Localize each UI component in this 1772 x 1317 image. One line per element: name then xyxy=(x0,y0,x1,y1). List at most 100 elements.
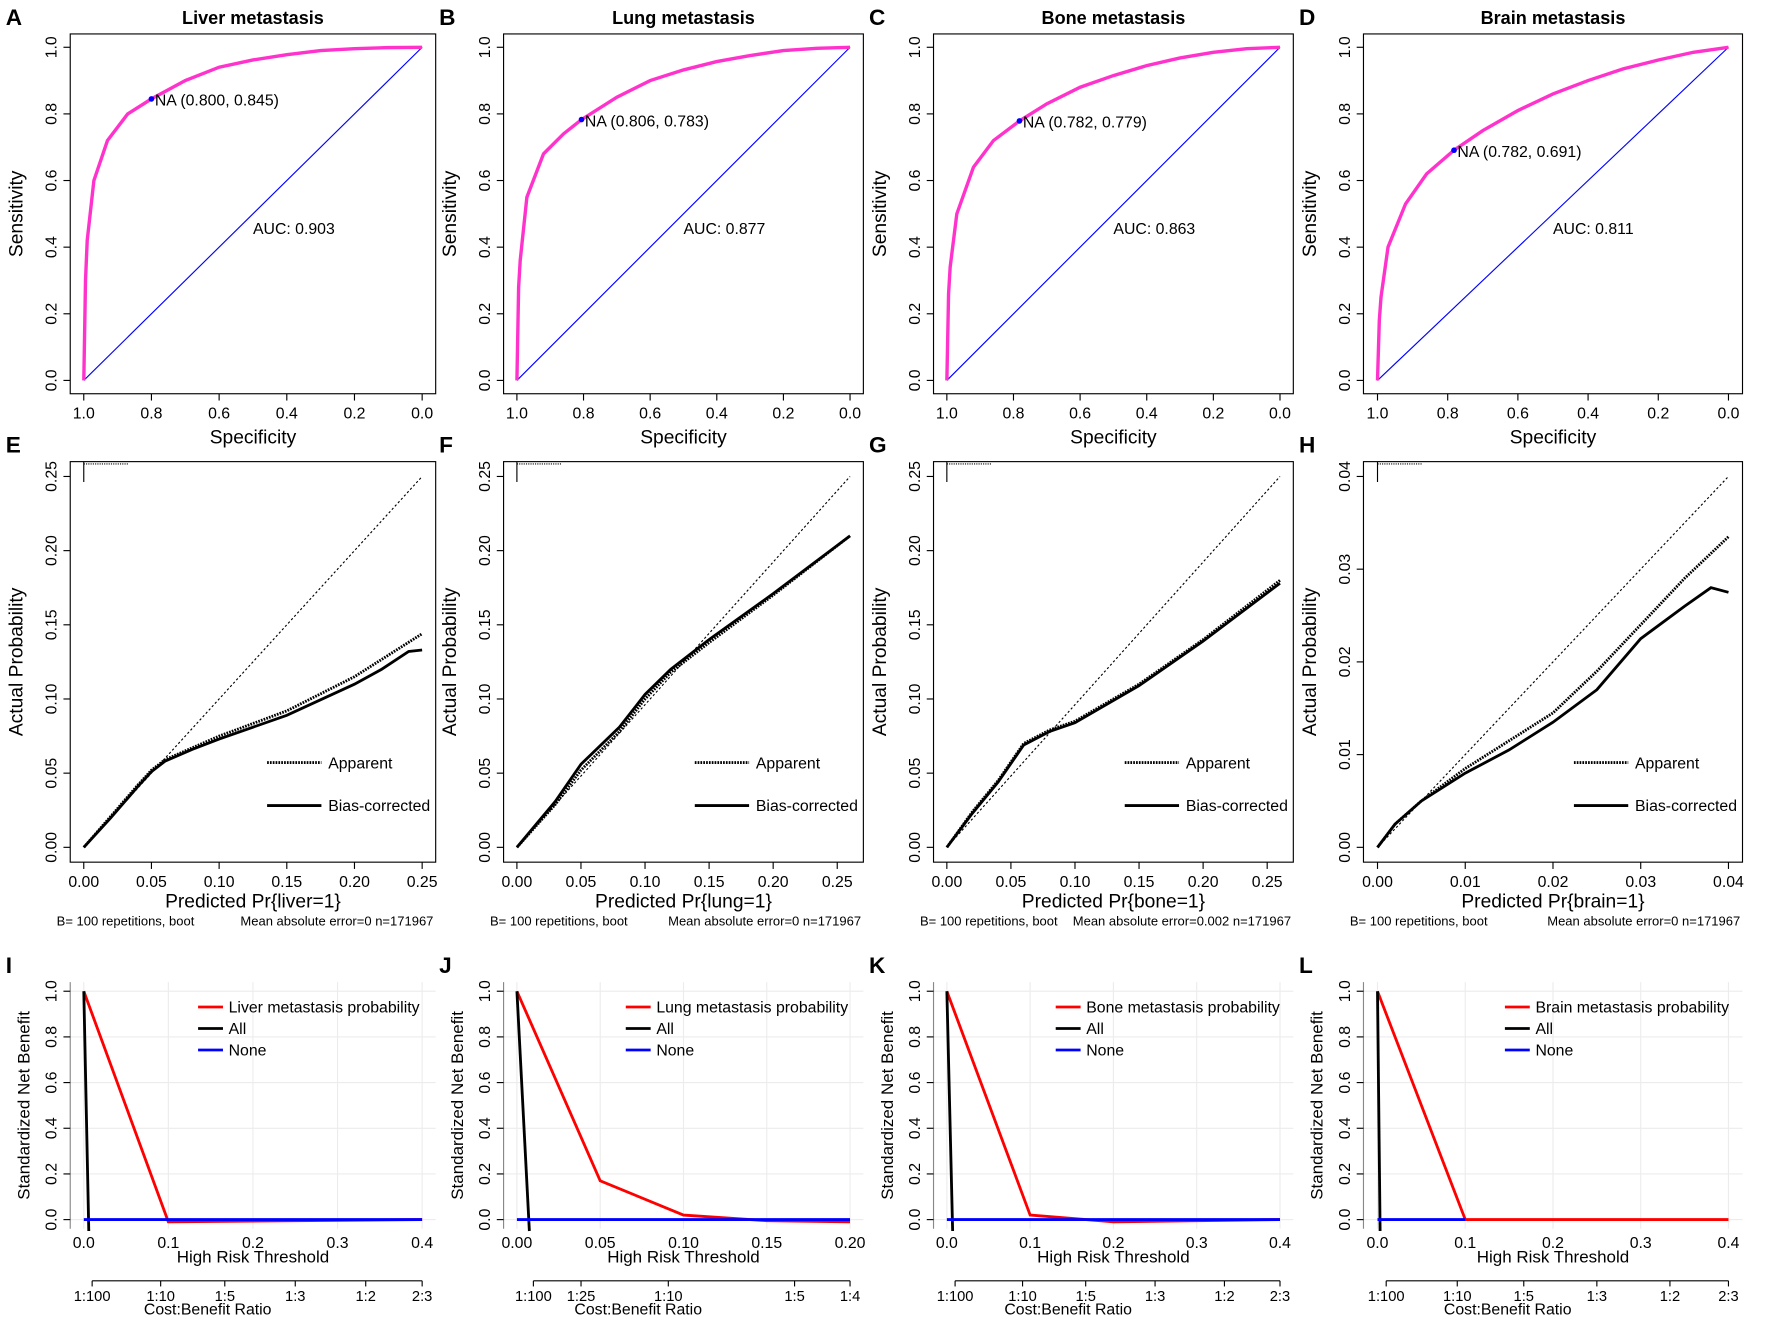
footer-right: Mean absolute error=0 n=171967 xyxy=(1547,914,1740,929)
y-tick-label: 0.8 xyxy=(477,1026,494,1048)
auc-label: AUC: 0.811 xyxy=(1553,221,1634,238)
footer-right: Mean absolute error=0 n=171967 xyxy=(668,914,861,929)
series-apparent xyxy=(82,632,423,849)
panel-j: J 0.00 0.05 0.10 0.15 0.20 0.0 0.2 0.4 0.6 0.8 1.0 H… xyxy=(439,953,866,1317)
x-tick-label: 0.10 xyxy=(204,874,235,891)
y-axis-label: Sensitivity xyxy=(1300,170,1321,257)
y-tick-label: 0.20 xyxy=(477,535,494,566)
x-tick-label: 0.4 xyxy=(276,406,298,423)
series-all xyxy=(945,991,955,1232)
y-tick-label: 0.8 xyxy=(1337,1026,1354,1048)
x-axis-label: High Risk Threshold xyxy=(1037,1248,1189,1267)
y-tick-label: 0.00 xyxy=(907,832,924,863)
y-tick-label: 0.01 xyxy=(1337,739,1354,770)
legend-label: Bias-corrected xyxy=(328,798,430,815)
cutoff-label: NA (0.800, 0.845) xyxy=(155,93,279,110)
legend-label: None xyxy=(1086,1043,1124,1060)
chart-title: Brain metastasis xyxy=(1481,8,1626,28)
y-tick-label: 0.05 xyxy=(907,758,924,789)
series-all xyxy=(515,991,531,1232)
x-tick-label: 0.05 xyxy=(136,874,167,891)
x-tick-label: 0.15 xyxy=(751,1235,782,1252)
cost-benefit-label: Cost:Benefit Ratio xyxy=(144,1302,272,1317)
x-tick-label: 0.8 xyxy=(140,406,162,423)
y-tick-label: 0.10 xyxy=(907,683,924,714)
cost-benefit-tick-label: 1:100 xyxy=(74,1289,111,1305)
y-tick-label: 0.6 xyxy=(44,1071,61,1093)
y-tick-label: 0.00 xyxy=(1337,832,1354,863)
reference-diagonal xyxy=(1377,46,1729,381)
footer-left: B= 100 repetitions, boot xyxy=(1350,914,1488,929)
x-tick-label: 0.4 xyxy=(1717,1235,1739,1252)
y-tick-label: 0.05 xyxy=(477,758,494,789)
y-tick-label: 0.15 xyxy=(907,609,924,640)
panel-i: I 0.0 0.1 0.2 0.3 0.4 0.0 0.2 0.4 0.6 0.8 1.0 High R… xyxy=(6,953,436,1317)
y-tick-label: 0.8 xyxy=(477,103,494,125)
roc-curve xyxy=(945,45,1281,381)
series-bias-corrected xyxy=(1376,586,1729,849)
y-tick-label: 0.4 xyxy=(44,1117,61,1139)
x-tick-label: 0.10 xyxy=(1060,874,1091,891)
x-axis-label: Predicted Pr{liver=1} xyxy=(165,891,341,912)
y-tick-label: 0.00 xyxy=(477,832,494,863)
y-tick-label: 0.25 xyxy=(477,461,494,492)
y-axis-label: Sensitivity xyxy=(870,170,891,257)
x-axis-label: High Risk Threshold xyxy=(177,1248,329,1267)
panel-letter: I xyxy=(6,953,12,978)
y-tick-label: 0.4 xyxy=(477,1117,494,1139)
y-tick-label: 0.6 xyxy=(1337,1071,1354,1093)
y-tick-label: 0.4 xyxy=(907,236,924,258)
panel-l: L 0.0 0.1 0.2 0.3 0.4 0.0 0.2 0.4 0.6 0.8 1.0 High R… xyxy=(1299,953,1743,1317)
y-tick-label: 0.04 xyxy=(1337,461,1354,492)
ideal-line xyxy=(1377,476,1729,848)
y-tick-label: 0.6 xyxy=(44,169,61,191)
y-tick-label: 0.02 xyxy=(1337,646,1354,677)
x-tick-label: 0.2 xyxy=(343,406,365,423)
x-axis-label: Predicted Pr{lung=1} xyxy=(595,891,772,912)
y-tick-label: 0.2 xyxy=(907,1163,924,1185)
y-tick-label: 0.05 xyxy=(44,758,61,789)
reference-diagonal xyxy=(516,46,851,381)
footer-left: B= 100 repetitions, boot xyxy=(920,914,1058,929)
panel-h: H 0.00 0.01 0.02 0.03 0.04 0.00 0.01 0.02 0.03 0.0… xyxy=(1299,433,1744,929)
y-tick-label: 0.6 xyxy=(477,1071,494,1093)
x-tick-label: 0.15 xyxy=(271,874,302,891)
panel-b: B 1.0 0.8 0.6 0.4 0.2 0.0 0.0 0.2 0.4 0.6 0.8 1.0 Spe… xyxy=(439,5,864,449)
series-all xyxy=(1376,991,1382,1232)
legend-label: Bone metastasis probability xyxy=(1086,1000,1280,1017)
cost-benefit-tick-label: 1:5 xyxy=(1075,1289,1095,1305)
x-tick-label: 0.20 xyxy=(339,874,370,891)
auc-label: AUC: 0.903 xyxy=(253,221,335,238)
x-tick-label: 0.04 xyxy=(1713,874,1744,891)
y-tick-label: 0.0 xyxy=(477,369,494,391)
cutoff-point xyxy=(1016,118,1023,124)
plot-frame xyxy=(503,33,864,395)
panel-letter: J xyxy=(439,953,452,978)
panel-d: D 1.0 0.8 0.6 0.4 0.2 0.0 0.0 0.2 0.4 0.6 0.8 1.0 Spe… xyxy=(1299,5,1744,449)
y-axis-label: Actual Probability xyxy=(870,587,891,736)
roc-curve xyxy=(82,45,423,381)
y-axis-label: Standardized Net Benefit xyxy=(1308,1011,1327,1200)
reference-diagonal xyxy=(946,46,1281,381)
x-tick-label: 0.4 xyxy=(706,406,728,423)
x-tick-label: 0.00 xyxy=(931,874,962,891)
y-tick-label: 0.2 xyxy=(1337,303,1354,325)
cost-benefit-label: Cost:Benefit Ratio xyxy=(1444,1302,1572,1317)
panel-f: F 0.00 0.05 0.10 0.15 0.20 0.25 0.00 0.05 0.10 0.1… xyxy=(439,433,864,929)
cutoff-label: NA (0.782, 0.691) xyxy=(1457,144,1581,161)
y-tick-label: 0.0 xyxy=(907,369,924,391)
y-tick-label: 0.2 xyxy=(44,1163,61,1185)
legend-label: All xyxy=(229,1021,247,1038)
cost-benefit-tick-label: 1:10 xyxy=(1443,1289,1472,1305)
y-tick-label: 0.2 xyxy=(44,303,61,325)
x-axis-label: Specificity xyxy=(1070,428,1157,449)
x-tick-label: 0.15 xyxy=(694,874,725,891)
x-tick-label: 0.20 xyxy=(758,874,789,891)
plot-frame xyxy=(1362,33,1744,395)
x-tick-label: 1.0 xyxy=(506,406,528,423)
plot-frame xyxy=(69,33,437,395)
y-tick-label: 0.0 xyxy=(1337,1208,1354,1230)
x-tick-label: 0.4 xyxy=(1577,406,1599,423)
y-tick-label: 0.0 xyxy=(1337,369,1354,391)
cost-benefit-tick-label: 1:100 xyxy=(937,1289,974,1305)
